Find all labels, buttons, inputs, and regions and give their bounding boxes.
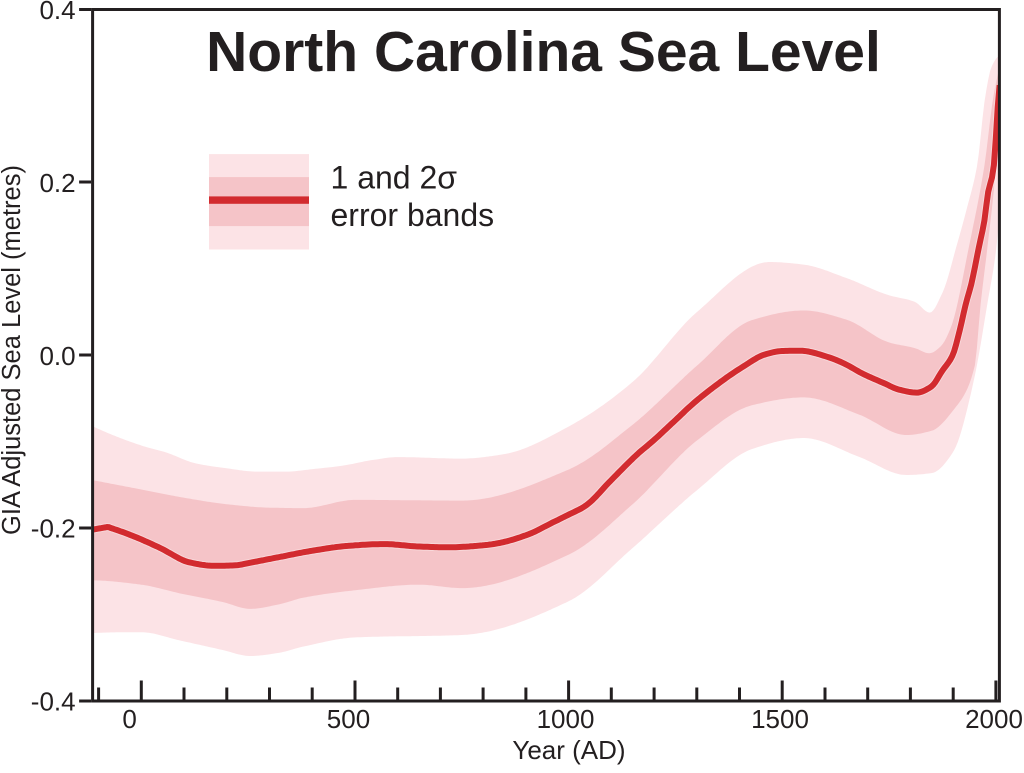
svg-text:500: 500 — [327, 704, 370, 734]
svg-text:Year (AD): Year (AD) — [512, 735, 625, 765]
svg-text:North Carolina Sea Level: North Carolina Sea Level — [206, 20, 881, 84]
svg-text:0.2: 0.2 — [39, 168, 75, 198]
svg-text:-0.2: -0.2 — [31, 514, 76, 544]
svg-text:0.4: 0.4 — [39, 0, 75, 25]
svg-text:GIA Adjusted Sea Level (metres: GIA Adjusted Sea Level (metres) — [0, 165, 26, 535]
svg-text:-0.4: -0.4 — [31, 687, 76, 717]
svg-text:1000: 1000 — [537, 704, 595, 734]
svg-text:1 and 2σ: 1 and 2σ — [331, 160, 458, 196]
svg-text:error bands: error bands — [331, 197, 495, 233]
svg-text:1500: 1500 — [751, 704, 809, 734]
svg-text:0.0: 0.0 — [39, 341, 75, 371]
svg-text:0: 0 — [122, 704, 136, 734]
svg-text:2000: 2000 — [965, 704, 1023, 734]
